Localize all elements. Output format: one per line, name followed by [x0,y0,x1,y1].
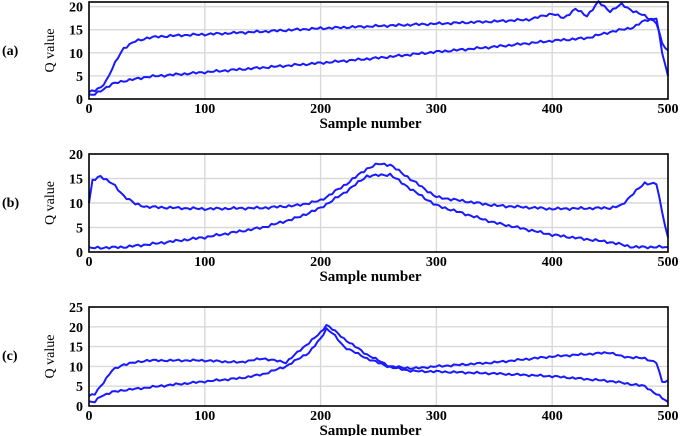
y-tick-label: 5 [76,70,83,85]
x-tick-label: 200 [310,255,331,270]
x-tick-label: 100 [194,102,215,117]
y-tick-label: 15 [69,173,83,188]
x-tick-label: 500 [658,255,679,270]
x-tick-label: 500 [658,102,679,117]
panel-label: (c) [2,349,18,364]
series-line-2 [88,172,668,250]
series-line-1 [88,324,669,397]
y-tick-label: 20 [69,148,83,163]
y-tick-label: 0 [76,246,83,261]
y-tick-label: 5 [76,380,83,395]
series-line-1 [88,162,669,238]
plot-frame [88,1,669,100]
x-tick-label: 400 [542,102,563,117]
panel-a: 0 100 200 300 400 500 0 5 10 15 20 Sample number Q v… [2,0,679,132]
y-tick-label: 10 [69,360,83,375]
series-line-1 [88,0,669,93]
x-tick-label: 100 [194,409,215,424]
x-tick-label: 0 [86,409,93,424]
panel-b: 0 100 200 300 400 500 0 5 10 15 20 Sample number Q v… [2,148,679,285]
x-tick-label: 300 [426,409,447,424]
x-tick-label: 300 [426,102,447,117]
y-tick-label: 0 [76,93,83,108]
x-tick-label: 400 [542,255,563,270]
y-tick-label: 25 [69,301,83,316]
x-tick-label: 300 [426,255,447,270]
plot-frame [88,153,669,253]
x-tick-label: 0 [86,255,93,270]
y-tick-label: 0 [76,400,83,415]
x-tick-label: 400 [542,409,563,424]
y-tick-label: 20 [69,1,83,16]
y-tick-label: 20 [69,321,83,336]
y-tick-label: 5 [76,222,83,237]
x-tick-label: 500 [658,409,679,424]
panel-label: (b) [2,196,19,211]
plot-frame [88,306,669,407]
y-axis-label: Q value [43,335,58,379]
y-axis-label: Q value [43,181,58,225]
x-axis-label: Sample number [319,423,421,436]
series-line-2 [88,17,669,96]
y-tick-label: 15 [69,24,83,39]
x-tick-label: 0 [86,102,93,117]
y-tick-label: 15 [69,341,83,356]
x-tick-label: 200 [310,409,331,424]
y-axis-label: Q value [43,29,58,73]
x-tick-label: 100 [194,255,215,270]
x-tick-label: 200 [310,102,331,117]
y-tick-label: 10 [69,47,83,62]
panel-label: (a) [2,44,19,59]
y-tick-label: 10 [69,197,83,212]
x-axis-label: Sample number [319,269,421,285]
x-axis-label: Sample number [319,116,421,132]
series-line-2 [88,327,669,404]
